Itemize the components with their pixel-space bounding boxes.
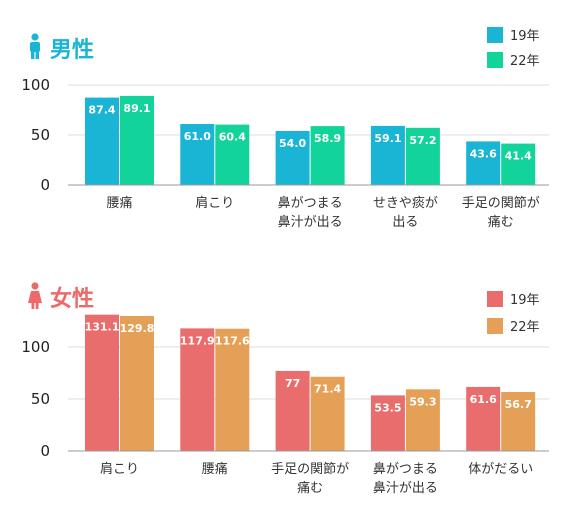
legend-swatch xyxy=(487,291,503,307)
bar xyxy=(180,328,215,451)
data-label: 54.0 xyxy=(279,137,306,150)
legend-swatch xyxy=(487,52,503,68)
data-label: 53.5 xyxy=(374,401,401,414)
category-label: 痛む xyxy=(488,214,514,230)
data-label: 56.7 xyxy=(505,398,532,411)
legend-label: 19年 xyxy=(510,293,540,308)
female-person-icon xyxy=(28,282,42,309)
bar xyxy=(405,389,440,451)
y-tick-label: 100 xyxy=(21,76,50,94)
data-label: 41.4 xyxy=(505,150,532,163)
legend-label: 19年 xyxy=(510,29,540,44)
category-label: 肩こり xyxy=(100,461,139,477)
category-label: 体がだるい xyxy=(468,462,533,477)
male-person-icon xyxy=(30,33,40,59)
category-label: 出る xyxy=(392,215,418,230)
bar xyxy=(370,125,405,185)
data-label: 61.0 xyxy=(184,130,211,143)
category-label: 鼻がつまる xyxy=(278,195,343,211)
legend-swatch xyxy=(487,318,503,334)
bar xyxy=(405,127,440,185)
bar xyxy=(501,143,536,185)
bar xyxy=(275,131,310,185)
data-label: 77 xyxy=(285,377,300,390)
y-tick-label: 50 xyxy=(31,390,50,408)
category-label: 痛む xyxy=(297,480,323,496)
bar xyxy=(215,328,250,451)
y-tick-label: 50 xyxy=(31,126,50,144)
bar xyxy=(215,124,250,185)
category-label: 肩こり xyxy=(195,195,234,211)
y-tick-label: 0 xyxy=(40,176,50,194)
bar xyxy=(85,97,119,185)
data-label: 131.1 xyxy=(85,321,120,334)
bar xyxy=(310,376,345,451)
y-tick-label: 100 xyxy=(21,338,50,356)
data-label: 59.3 xyxy=(409,395,436,408)
bar xyxy=(466,386,501,451)
category-label: 鼻がつまる xyxy=(373,461,438,477)
data-label: 117.9 xyxy=(180,334,215,347)
data-label: 117.6 xyxy=(215,335,250,348)
category-label: せきや痰が xyxy=(373,195,438,211)
bar xyxy=(310,126,345,185)
data-label: 71.4 xyxy=(314,383,341,396)
bar xyxy=(275,370,310,451)
category-label: 鼻汁が出る xyxy=(278,214,343,230)
bar xyxy=(120,316,154,451)
y-tick-label: 0 xyxy=(40,442,50,460)
bar xyxy=(501,392,536,451)
category-label: 手足の関節が xyxy=(271,462,349,477)
bar xyxy=(180,124,215,185)
data-label: 43.6 xyxy=(470,147,497,160)
legend-label: 22年 xyxy=(510,54,540,69)
data-label: 58.9 xyxy=(314,132,341,145)
data-label: 57.2 xyxy=(409,134,436,147)
bar xyxy=(85,314,119,451)
data-label: 61.6 xyxy=(470,393,497,406)
data-label: 87.4 xyxy=(88,104,115,117)
category-label: 腰痛 xyxy=(202,461,228,477)
data-label: 89.1 xyxy=(123,102,150,115)
category-label: 手足の関節が xyxy=(462,196,540,211)
chart-title: 女性 xyxy=(50,286,94,312)
data-label: 59.1 xyxy=(374,132,401,145)
bar xyxy=(120,95,154,185)
data-label: 60.4 xyxy=(219,131,246,144)
bar xyxy=(466,141,501,185)
category-label: 鼻汁が出る xyxy=(373,480,438,496)
legend-swatch xyxy=(487,27,503,43)
legend-label: 22年 xyxy=(510,320,540,335)
data-label: 129.8 xyxy=(120,322,155,335)
bar xyxy=(370,395,405,451)
category-label: 腰痛 xyxy=(106,195,132,211)
chart-title: 男性 xyxy=(50,38,94,63)
